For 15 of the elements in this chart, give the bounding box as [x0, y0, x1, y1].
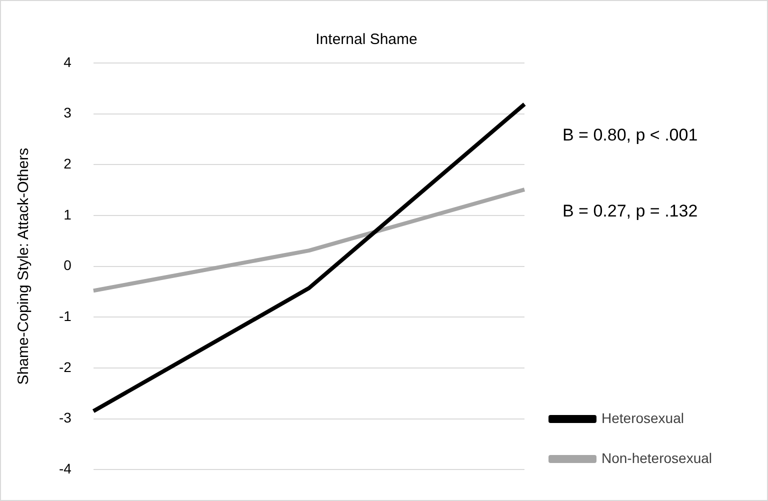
- y-tick-label: 1: [64, 206, 72, 222]
- legend-label: Non-heterosexual: [601, 450, 712, 466]
- y-tick-label: 4: [64, 54, 72, 70]
- y-tick-label: -4: [58, 460, 72, 476]
- y-tick-label: 0: [64, 257, 72, 274]
- y-axis-title: Shame-Coping Style: Attack-Others: [15, 148, 32, 385]
- y-tick-label: 2: [64, 156, 72, 172]
- y-tick-label: -3: [58, 410, 72, 426]
- text: B = 0.27, p = .132: [562, 202, 698, 221]
- y-tick-label: -2: [58, 358, 72, 375]
- text: B = 0.80, p < .001: [562, 126, 698, 145]
- y-tick-label: 3: [64, 104, 72, 121]
- legend-label: Heterosexual: [601, 410, 684, 426]
- chart-title: Internal Shame: [316, 31, 418, 48]
- y-tick-label: -1: [58, 308, 72, 324]
